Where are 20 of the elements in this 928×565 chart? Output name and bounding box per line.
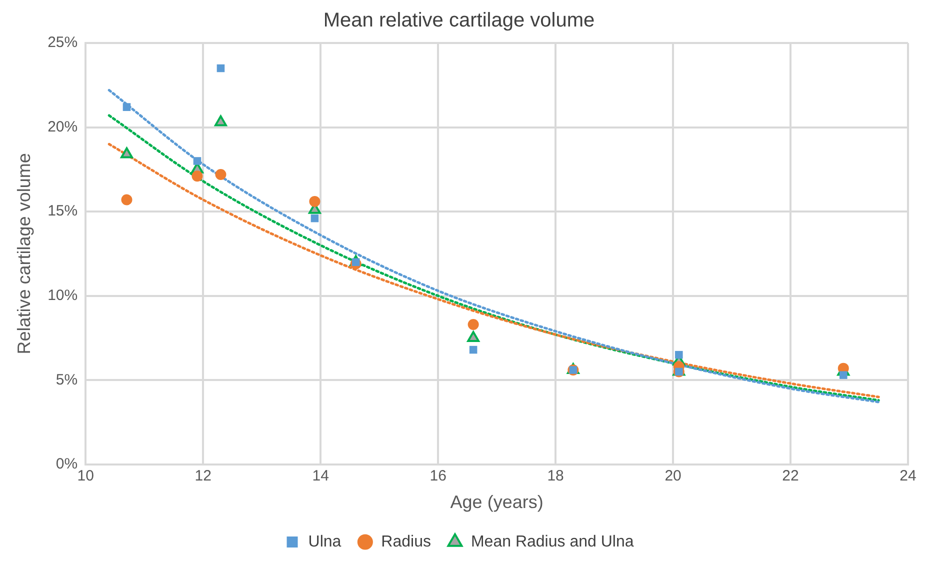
x-tick-label: 12 <box>194 468 212 485</box>
legend-label: Radius <box>381 533 431 550</box>
y-tick-label: 10% <box>48 286 78 304</box>
x-tick-label: 14 <box>312 468 329 485</box>
legend-label: Ulna <box>308 533 342 550</box>
x-tick-label: 10 <box>77 468 94 485</box>
y-axis-title: Relative cartilage volume <box>14 153 34 354</box>
x-tick-label: 16 <box>430 468 446 485</box>
chart-title: Mean relative cartilage volume <box>323 10 595 32</box>
x-axis-title: Age (years) <box>450 492 544 512</box>
x-tick-label: 22 <box>782 468 799 485</box>
y-tick-label: 5% <box>56 371 78 388</box>
x-tick-label: 24 <box>900 468 916 485</box>
y-tick-label: 25% <box>48 34 78 52</box>
y-tick-label: 15% <box>48 202 78 220</box>
legend-label: Mean Radius and Ulna <box>470 533 634 550</box>
y-tick-label: 0% <box>56 456 78 473</box>
x-tick-label: 20 <box>664 468 682 485</box>
x-tick-label: 18 <box>547 468 564 485</box>
y-tick-label: 20% <box>48 118 78 136</box>
